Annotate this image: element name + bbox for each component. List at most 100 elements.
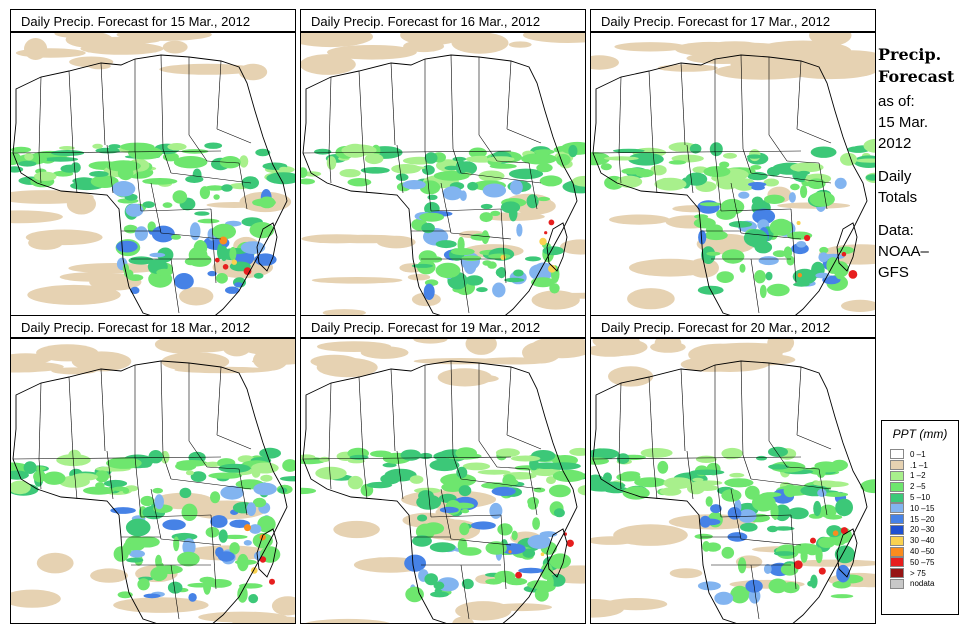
country-border [396, 450, 404, 500]
dry-area-patch [531, 290, 580, 310]
legend-swatch [890, 492, 904, 503]
dry-area-patch [24, 38, 48, 60]
rain-patch [808, 513, 823, 519]
rain-band-patch [536, 163, 553, 173]
country-border [686, 450, 694, 500]
rain-patch [710, 504, 722, 514]
rain-patch [774, 551, 795, 556]
country-border [818, 468, 828, 516]
dry-area-patch [407, 274, 431, 281]
rain-patch [835, 498, 853, 517]
country-border [390, 62, 396, 146]
rain-band-patch [422, 165, 435, 175]
dry-area-patch [650, 341, 686, 353]
rain-band-patch [315, 466, 347, 480]
rain-band-patch [301, 167, 308, 178]
africa-precip-map [301, 339, 585, 623]
rain-patch [485, 541, 507, 555]
country-border [216, 366, 222, 436]
country-border [768, 440, 788, 468]
dry-area-patch [232, 616, 295, 623]
rain-patch [457, 538, 468, 554]
dry-area-patch [301, 234, 373, 244]
country-border [740, 538, 802, 546]
legend-item: 30 –40 [890, 535, 934, 546]
rain-patch [754, 241, 773, 254]
country-border [740, 54, 744, 150]
precip-map [300, 338, 586, 624]
rain-band-patch [419, 452, 433, 460]
rain-patch [705, 496, 713, 507]
country-border [140, 514, 212, 518]
rain-band-patch [756, 455, 767, 461]
rain-patch [758, 256, 779, 266]
rain-band-patch [657, 460, 669, 474]
rain-band-patch [840, 152, 857, 166]
rain-band-patch [127, 146, 163, 160]
rain-band-patch [173, 156, 208, 169]
rain-patch [194, 211, 210, 216]
rain-band-patch [95, 470, 109, 483]
rain-patch [721, 546, 735, 559]
rain-band-patch [175, 461, 197, 471]
country-border [680, 62, 686, 146]
rain-patch [531, 277, 555, 288]
legend-swatch [890, 578, 904, 589]
rain-patch [215, 273, 228, 284]
country-border [150, 182, 162, 234]
country-border [328, 76, 332, 154]
rain-patch [813, 500, 822, 517]
rain-patch [412, 535, 432, 547]
rain-patch [225, 286, 240, 294]
country-border [478, 440, 498, 468]
rain-band-patch [167, 143, 187, 151]
data-source: NOAA– [878, 243, 929, 260]
rain-patch [834, 177, 847, 189]
rain-patch [765, 271, 773, 281]
country-border [362, 456, 368, 500]
rain-patch [184, 257, 197, 266]
rain-patch [240, 241, 266, 255]
rain-patch [728, 221, 753, 228]
rain-patch [492, 282, 506, 298]
rain-patch [212, 223, 236, 240]
precip-map [590, 32, 876, 318]
country-border [796, 366, 802, 436]
rain-band-patch [105, 160, 141, 172]
legend-label: > 75 [910, 568, 926, 578]
rain-band-patch [622, 486, 650, 500]
rain-band-patch [444, 165, 459, 171]
dry-area-patch [254, 339, 295, 354]
rain-band-patch [279, 166, 289, 172]
continent-outline [12, 360, 288, 623]
rain-patch [205, 527, 220, 538]
rain-band-patch [23, 461, 37, 474]
rain-band-patch [341, 144, 377, 156]
rain-band-patch [456, 466, 468, 479]
rain-band-patch [326, 156, 337, 170]
heavy-rain-cell [832, 530, 839, 536]
rain-band-patch [319, 456, 330, 463]
country-border [100, 62, 106, 146]
africa-precip-map [591, 33, 875, 317]
country-border [216, 60, 222, 130]
country-border [618, 76, 622, 154]
rain-patch [751, 184, 765, 191]
rain-patch [238, 583, 263, 589]
heavy-rain-cell [841, 251, 847, 257]
panel-title: Daily Precip. Forecast for 19 Mar., 2012 [300, 315, 586, 338]
rain-band-patch [487, 156, 515, 163]
rain-patch [701, 246, 716, 264]
heavy-rain-cell [244, 524, 251, 532]
dry-area-patch [271, 596, 295, 616]
rain-patch [171, 234, 181, 240]
dry-area-patch [613, 524, 688, 546]
rain-patch [128, 256, 154, 265]
dry-area-patch [437, 368, 493, 387]
rain-patch [796, 241, 807, 248]
rain-band-patch [218, 463, 251, 473]
rain-patch [234, 559, 257, 565]
rain-patch [116, 240, 138, 253]
rain-patch [491, 486, 516, 496]
rain-band-patch [142, 178, 178, 185]
